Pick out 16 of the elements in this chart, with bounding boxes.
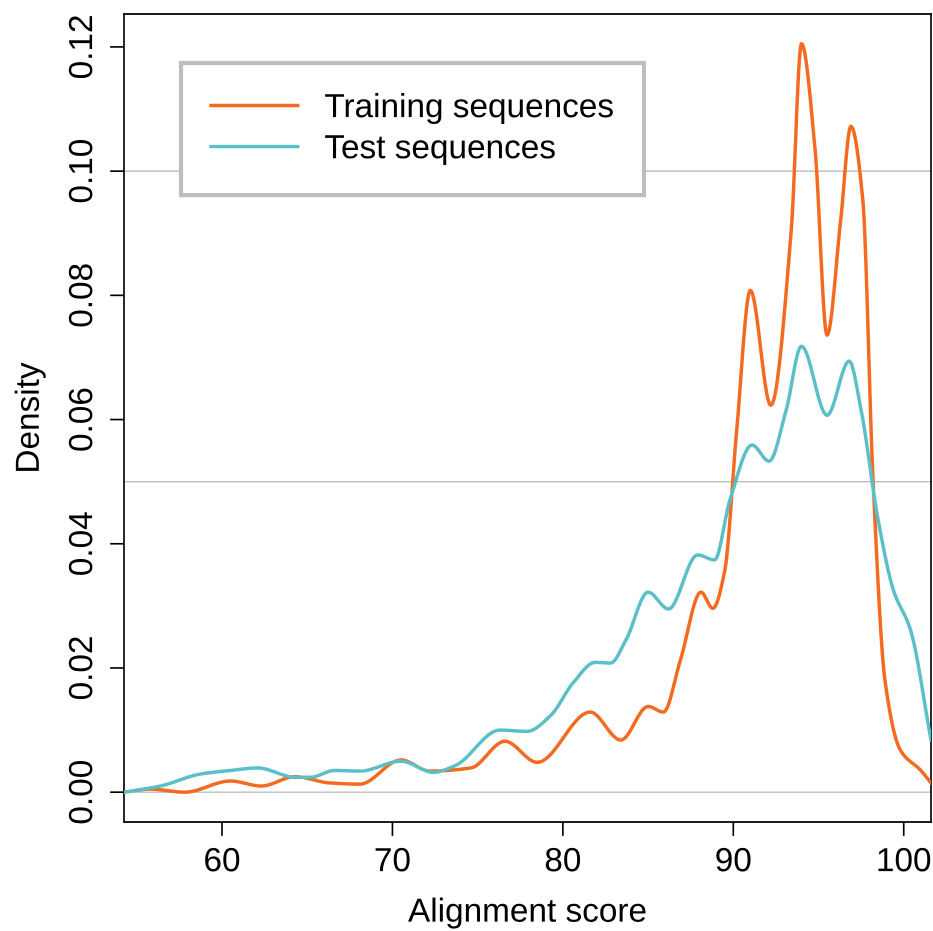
x-axis-title: Alignment score [408,898,646,929]
y-tick-label: 0.12 [68,16,92,78]
y-tick-label: 0.08 [68,264,92,326]
x-tick-label: 100 [878,848,930,872]
y-tick-label: 0.10 [68,140,92,202]
legend-label: Test sequences [325,135,555,166]
y-axis-title: Density [14,362,46,471]
x-tick-label: 60 [205,848,240,872]
x-tick-label: 80 [546,848,580,872]
x-tick-label: 90 [716,848,751,872]
y-tick-label: 0.02 [68,637,92,700]
x-tick-label: 70 [376,848,410,872]
y-tick-label: 0.04 [68,512,92,575]
legend-label: Training sequences [325,92,613,124]
y-tick-label: 0.00 [68,761,92,824]
y-tick-label: 0.06 [68,388,92,451]
